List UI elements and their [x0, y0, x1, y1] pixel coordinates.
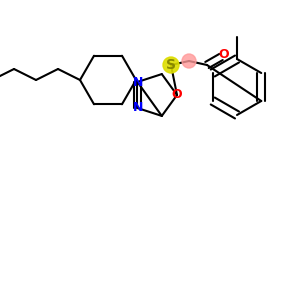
Text: N: N [133, 76, 143, 88]
Text: N: N [133, 101, 143, 114]
Text: S: S [166, 58, 176, 72]
Circle shape [163, 57, 179, 73]
Text: O: O [172, 88, 182, 101]
Circle shape [182, 54, 196, 68]
Text: O: O [219, 47, 229, 61]
